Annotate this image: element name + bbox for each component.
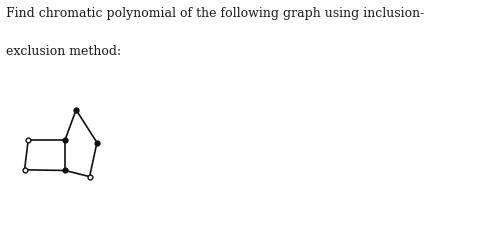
Text: Find chromatic polynomial of the following graph using inclusion-: Find chromatic polynomial of the followi…: [6, 7, 425, 20]
Text: exclusion method:: exclusion method:: [6, 45, 121, 58]
